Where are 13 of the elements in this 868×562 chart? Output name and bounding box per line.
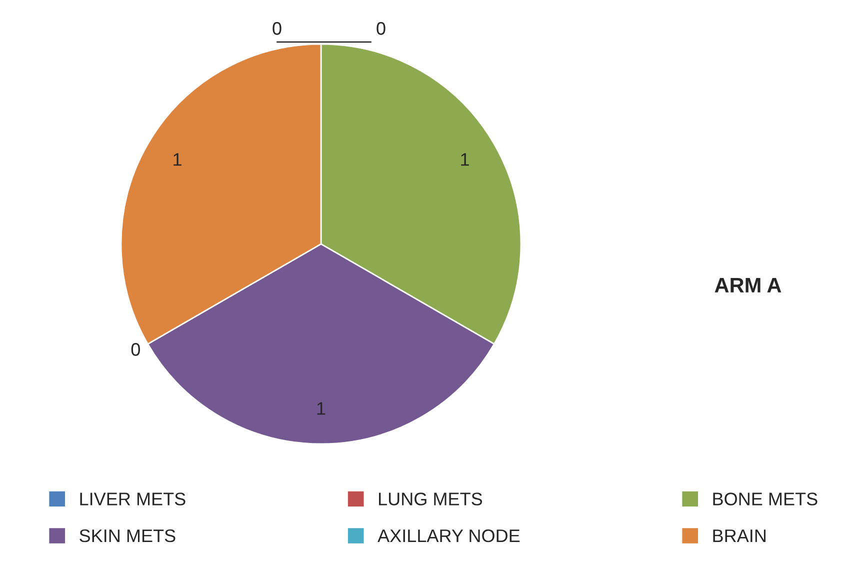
legend-label: AXILLARY NODE [378, 529, 520, 542]
text: 0 [272, 22, 282, 35]
legend-label: SKIN METS [80, 529, 176, 542]
data-label: 1 [461, 153, 469, 166]
legend-label: LUNG METS [379, 492, 482, 506]
legend-label: LIVER METS [80, 492, 186, 506]
data-label: 1 [174, 153, 182, 166]
legend-label: BRAIN [713, 530, 766, 542]
data-label: 1 [317, 402, 326, 415]
text: 0 [131, 343, 140, 356]
text: ARM A [714, 278, 782, 292]
legend-label: BONE METS [713, 492, 818, 506]
text: 0 [376, 22, 386, 35]
